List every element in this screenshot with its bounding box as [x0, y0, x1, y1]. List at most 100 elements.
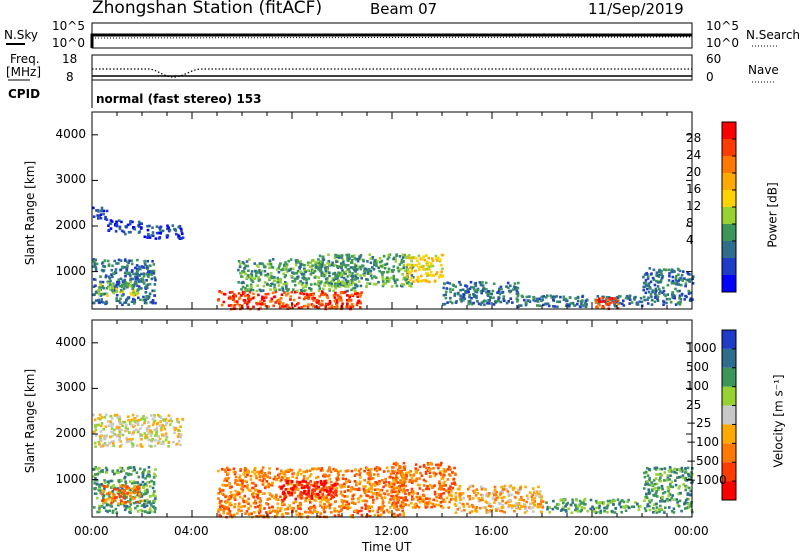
velocity-cell	[164, 423, 168, 427]
velocity-cell	[293, 491, 297, 494]
power-cell	[258, 278, 261, 281]
velocity-cell	[266, 514, 269, 517]
power-colorbar-tick-label: 4	[686, 233, 694, 247]
velocity-cell	[349, 514, 353, 518]
power-cell	[99, 280, 102, 284]
velocity-cell	[162, 442, 165, 446]
power-cell	[396, 266, 400, 269]
velocity-cell	[146, 470, 150, 474]
velocity-cell	[296, 487, 300, 491]
power-cell	[542, 295, 545, 298]
velocity-cell	[440, 473, 443, 477]
velocity-cell	[300, 486, 304, 490]
velocity-cell	[286, 481, 289, 485]
velocity-cell	[311, 506, 314, 509]
velocity-cell	[115, 496, 118, 499]
velocity-cell	[422, 463, 426, 467]
velocity-cell	[406, 489, 409, 492]
velocity-cell	[253, 466, 257, 470]
velocity-cell	[164, 438, 168, 442]
power-cell	[140, 280, 143, 283]
velocity-cell	[150, 510, 153, 513]
power-cell	[378, 269, 381, 273]
power-cell	[655, 295, 659, 299]
power-cell	[292, 288, 295, 291]
velocity-cell	[140, 445, 144, 448]
power-cell	[275, 268, 279, 271]
velocity-cell	[500, 485, 503, 489]
velocity-cell	[243, 479, 247, 483]
velocity-cell	[149, 502, 153, 506]
velocity-cell	[389, 498, 392, 501]
power-cell	[487, 290, 490, 293]
power-cell	[365, 267, 368, 271]
velocity-cell	[396, 514, 400, 517]
power-cell	[351, 255, 354, 258]
power-cell	[123, 278, 127, 282]
power-cell	[289, 267, 293, 271]
power-cell	[344, 272, 347, 275]
power-cell	[122, 230, 126, 234]
power-cell	[149, 270, 152, 273]
velocity-cell	[652, 511, 655, 514]
power-cell	[642, 275, 645, 279]
power-cell	[105, 287, 109, 290]
velocity-cell	[353, 480, 357, 483]
velocity-cell	[451, 486, 455, 490]
velocity-cell	[327, 498, 330, 502]
power-cell	[405, 277, 409, 281]
velocity-cell	[395, 478, 398, 482]
velocity-cell	[298, 515, 301, 518]
power-cell	[281, 302, 285, 305]
velocity-cell	[128, 466, 132, 469]
power-cell	[149, 301, 152, 304]
power-cell	[528, 295, 531, 298]
velocity-cell	[412, 491, 416, 495]
power-cell	[275, 300, 278, 304]
power-cell	[136, 272, 139, 276]
power-cell	[371, 266, 374, 269]
power-cell	[565, 304, 568, 307]
velocity-cell	[468, 495, 472, 498]
power-cell	[359, 295, 362, 298]
power-cell	[320, 299, 324, 303]
power-cell	[334, 291, 337, 295]
power-cell	[311, 304, 315, 307]
power-cell	[357, 257, 361, 261]
velocity-cell	[98, 489, 101, 492]
velocity-cell	[508, 500, 511, 504]
power-cell	[442, 286, 445, 290]
velocity-cell	[442, 473, 446, 477]
velocity-cell	[233, 505, 236, 509]
velocity-cell	[518, 498, 521, 501]
velocity-cell	[650, 488, 654, 491]
velocity-cell	[302, 477, 306, 481]
power-cell	[345, 253, 348, 257]
power-cell	[659, 278, 663, 282]
velocity-cell	[285, 512, 288, 515]
velocity-cell	[602, 502, 605, 506]
velocity-cell	[329, 489, 333, 493]
nsearch-tick-high: 10^5	[706, 19, 739, 33]
velocity-cell	[480, 497, 484, 500]
power-cell	[250, 274, 254, 277]
velocity-cell	[268, 476, 272, 479]
power-cell	[387, 256, 391, 259]
power-cell	[158, 228, 162, 231]
velocity-cell	[647, 468, 651, 471]
power-cell	[324, 266, 327, 270]
power-cell	[150, 273, 154, 276]
power-cell	[142, 280, 145, 284]
velocity-cell	[491, 492, 495, 495]
power-cell	[295, 261, 298, 265]
velocity-cell	[143, 505, 147, 509]
power-cell	[234, 294, 237, 298]
velocity-cell	[233, 481, 237, 485]
velocity-cell	[531, 487, 535, 490]
power-cell	[381, 284, 385, 288]
power-cell	[99, 213, 103, 216]
velocity-cell	[322, 488, 325, 491]
velocity-cell	[240, 483, 244, 486]
power-cell	[406, 274, 409, 277]
velocity-cell	[402, 501, 405, 505]
